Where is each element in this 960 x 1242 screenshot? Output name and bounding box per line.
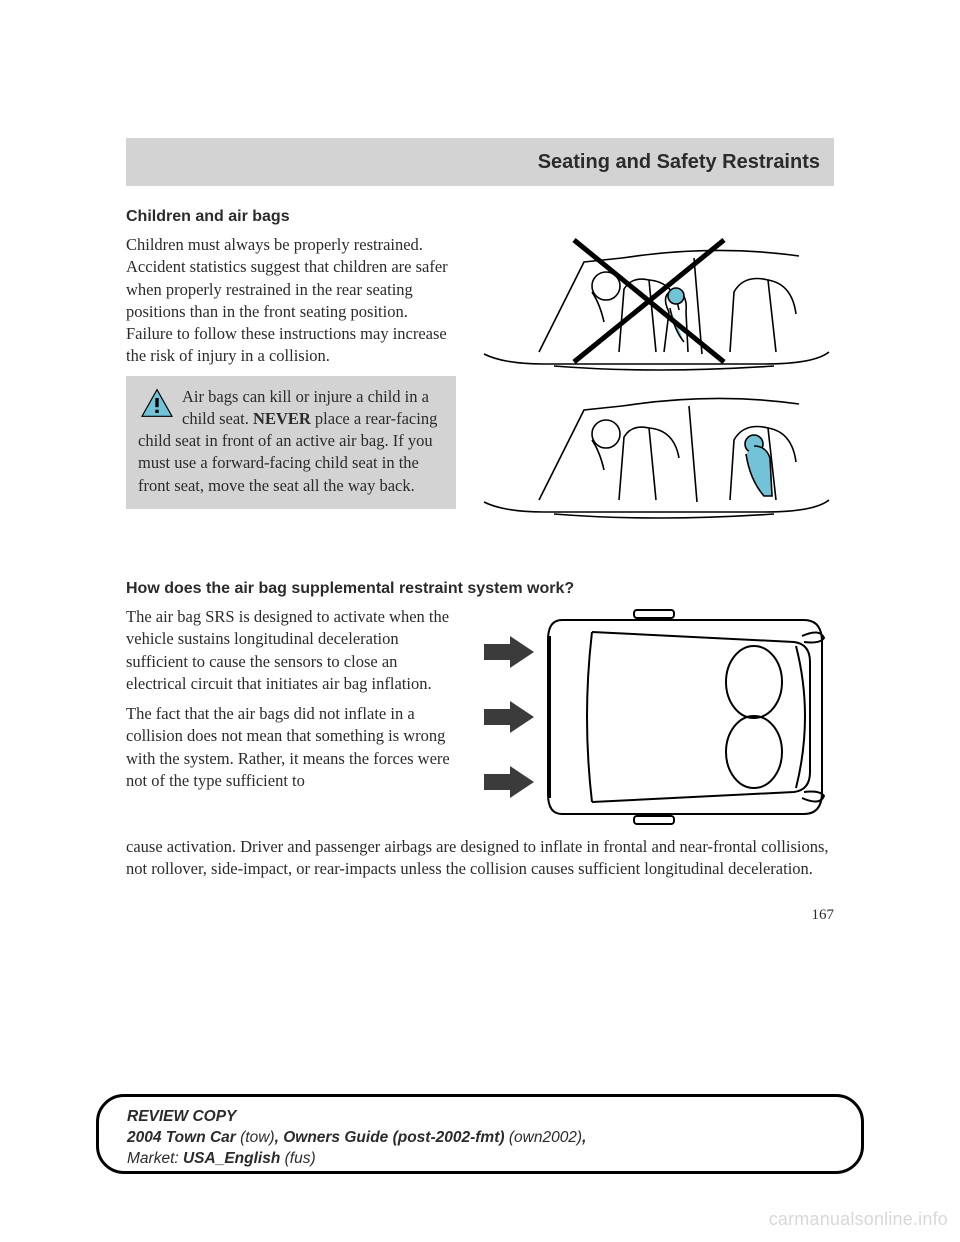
srs-paragraph-1: The air bag SRS is designed to activate … [126, 606, 456, 695]
footer-box: REVIEW COPY 2004 Town Car (tow), Owners … [96, 1094, 864, 1174]
children-paragraph: Children must always be properly restrai… [126, 234, 456, 368]
footer-own: (own2002) [505, 1129, 583, 1146]
footer-guide: Owners Guide (post-2002-fmt) [283, 1129, 504, 1146]
srs-paragraph-3: cause activation. Driver and passenger a… [126, 836, 834, 881]
footer-market-label: Market: [127, 1150, 183, 1167]
srs-paragraph-2: The fact that the air bags did not infla… [126, 703, 456, 792]
footer-review-copy: REVIEW COPY [127, 1108, 236, 1125]
section-heading-srs: How does the air bag supplemental restra… [126, 580, 834, 598]
chapter-title: Seating and Safety Restraints [538, 151, 820, 174]
section-heading-children: Children and air bags [126, 208, 834, 226]
warning-box: Air bags can kill or injure a child in a… [126, 376, 456, 509]
chapter-header-bar: Seating and Safety Restraints [126, 138, 834, 186]
footer-comma2: , [582, 1129, 586, 1146]
page-number: 167 [126, 907, 834, 924]
footer-market: USA_English [183, 1150, 280, 1167]
warning-triangle-icon [140, 388, 174, 418]
warning-never: NEVER [253, 409, 311, 428]
footer-tow: (tow) [236, 1129, 275, 1146]
diagram-frontal-impact-icon [474, 606, 834, 826]
diagram-child-front-seat-crossed-icon [474, 234, 834, 384]
footer-fus: (fus) [280, 1150, 315, 1167]
watermark-text: carmanualsonline.info [769, 1209, 948, 1230]
footer-comma1: , [275, 1129, 284, 1146]
diagram-child-rear-seat-icon [474, 384, 834, 534]
footer-model: 2004 Town Car [127, 1129, 236, 1146]
